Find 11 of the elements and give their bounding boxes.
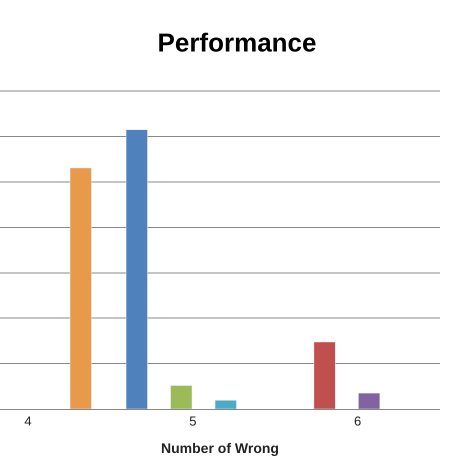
x-tick-label: 4 — [24, 414, 32, 429]
bar — [214, 400, 237, 409]
bar — [70, 168, 92, 409]
x-tick-label: 5 — [189, 414, 196, 429]
bar — [314, 342, 336, 409]
chart-title: Performance — [158, 27, 316, 58]
bar — [170, 385, 192, 409]
x-tick-label: 6 — [354, 414, 362, 429]
x-axis-title: Number of Wrong — [161, 440, 279, 456]
bar — [126, 129, 148, 409]
bar — [358, 392, 380, 409]
